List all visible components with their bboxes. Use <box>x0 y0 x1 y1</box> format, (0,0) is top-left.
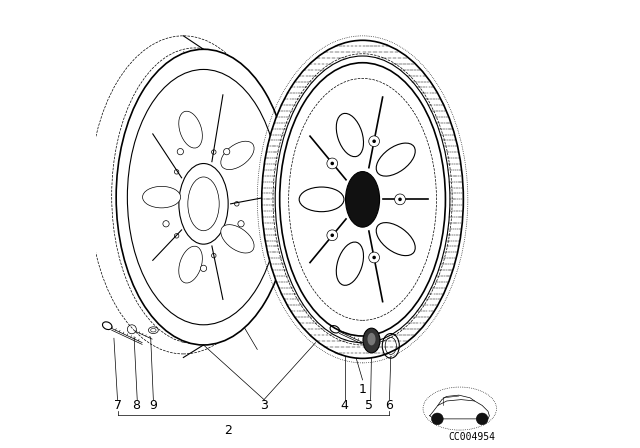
Circle shape <box>431 413 443 425</box>
Text: 1: 1 <box>358 383 367 396</box>
Ellipse shape <box>376 143 415 176</box>
Ellipse shape <box>346 172 380 227</box>
Ellipse shape <box>179 164 228 244</box>
Ellipse shape <box>179 246 202 283</box>
Ellipse shape <box>221 141 254 170</box>
Circle shape <box>200 265 207 271</box>
Ellipse shape <box>221 224 254 253</box>
Ellipse shape <box>275 56 450 343</box>
Circle shape <box>395 194 405 205</box>
Circle shape <box>163 220 169 227</box>
Text: CC004954: CC004954 <box>449 432 496 442</box>
Ellipse shape <box>336 113 364 157</box>
Text: 2: 2 <box>224 423 232 437</box>
Ellipse shape <box>116 49 291 345</box>
Text: 3: 3 <box>260 399 268 412</box>
Text: 8: 8 <box>132 399 140 412</box>
Circle shape <box>476 413 488 425</box>
Circle shape <box>327 158 338 169</box>
Text: 9: 9 <box>149 399 157 412</box>
Ellipse shape <box>143 186 180 208</box>
Circle shape <box>177 149 184 155</box>
Circle shape <box>327 230 338 241</box>
Ellipse shape <box>299 187 344 212</box>
Circle shape <box>330 233 334 237</box>
Text: 5: 5 <box>365 399 373 412</box>
Ellipse shape <box>367 333 376 345</box>
Text: 6: 6 <box>385 399 394 412</box>
Ellipse shape <box>336 242 364 285</box>
Circle shape <box>369 252 380 263</box>
Circle shape <box>223 149 230 155</box>
Text: 4: 4 <box>340 399 349 412</box>
Circle shape <box>369 136 380 146</box>
Circle shape <box>372 139 376 143</box>
Ellipse shape <box>363 328 380 353</box>
Circle shape <box>330 162 334 165</box>
Ellipse shape <box>262 40 463 358</box>
Ellipse shape <box>376 223 415 256</box>
Circle shape <box>372 256 376 259</box>
Text: 7: 7 <box>113 399 122 412</box>
Ellipse shape <box>179 111 202 148</box>
Circle shape <box>238 220 244 227</box>
Circle shape <box>398 198 402 201</box>
Ellipse shape <box>280 63 445 336</box>
